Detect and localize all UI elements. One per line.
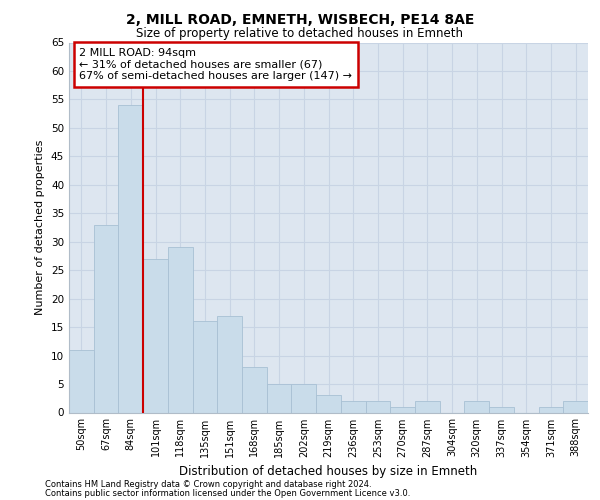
Bar — [69, 350, 94, 412]
X-axis label: Distribution of detached houses by size in Emneth: Distribution of detached houses by size … — [179, 465, 478, 478]
Bar — [292, 384, 316, 412]
Bar — [341, 401, 365, 412]
Bar — [316, 396, 341, 412]
Bar — [143, 259, 168, 412]
Bar — [365, 401, 390, 412]
Bar — [94, 224, 118, 412]
Bar — [464, 401, 489, 412]
Text: Contains HM Land Registry data © Crown copyright and database right 2024.: Contains HM Land Registry data © Crown c… — [45, 480, 371, 489]
Bar — [168, 248, 193, 412]
Bar — [390, 407, 415, 412]
Text: Size of property relative to detached houses in Emneth: Size of property relative to detached ho… — [137, 28, 464, 40]
Bar — [539, 407, 563, 412]
Text: Contains public sector information licensed under the Open Government Licence v3: Contains public sector information licen… — [45, 488, 410, 498]
Bar — [118, 105, 143, 412]
Bar — [415, 401, 440, 412]
Bar — [267, 384, 292, 412]
Bar — [242, 367, 267, 412]
Bar — [489, 407, 514, 412]
Y-axis label: Number of detached properties: Number of detached properties — [35, 140, 46, 315]
Bar — [217, 316, 242, 412]
Text: 2, MILL ROAD, EMNETH, WISBECH, PE14 8AE: 2, MILL ROAD, EMNETH, WISBECH, PE14 8AE — [126, 12, 474, 26]
Bar — [563, 401, 588, 412]
Bar — [193, 322, 217, 412]
Text: 2 MILL ROAD: 94sqm
← 31% of detached houses are smaller (67)
67% of semi-detache: 2 MILL ROAD: 94sqm ← 31% of detached hou… — [79, 48, 352, 81]
